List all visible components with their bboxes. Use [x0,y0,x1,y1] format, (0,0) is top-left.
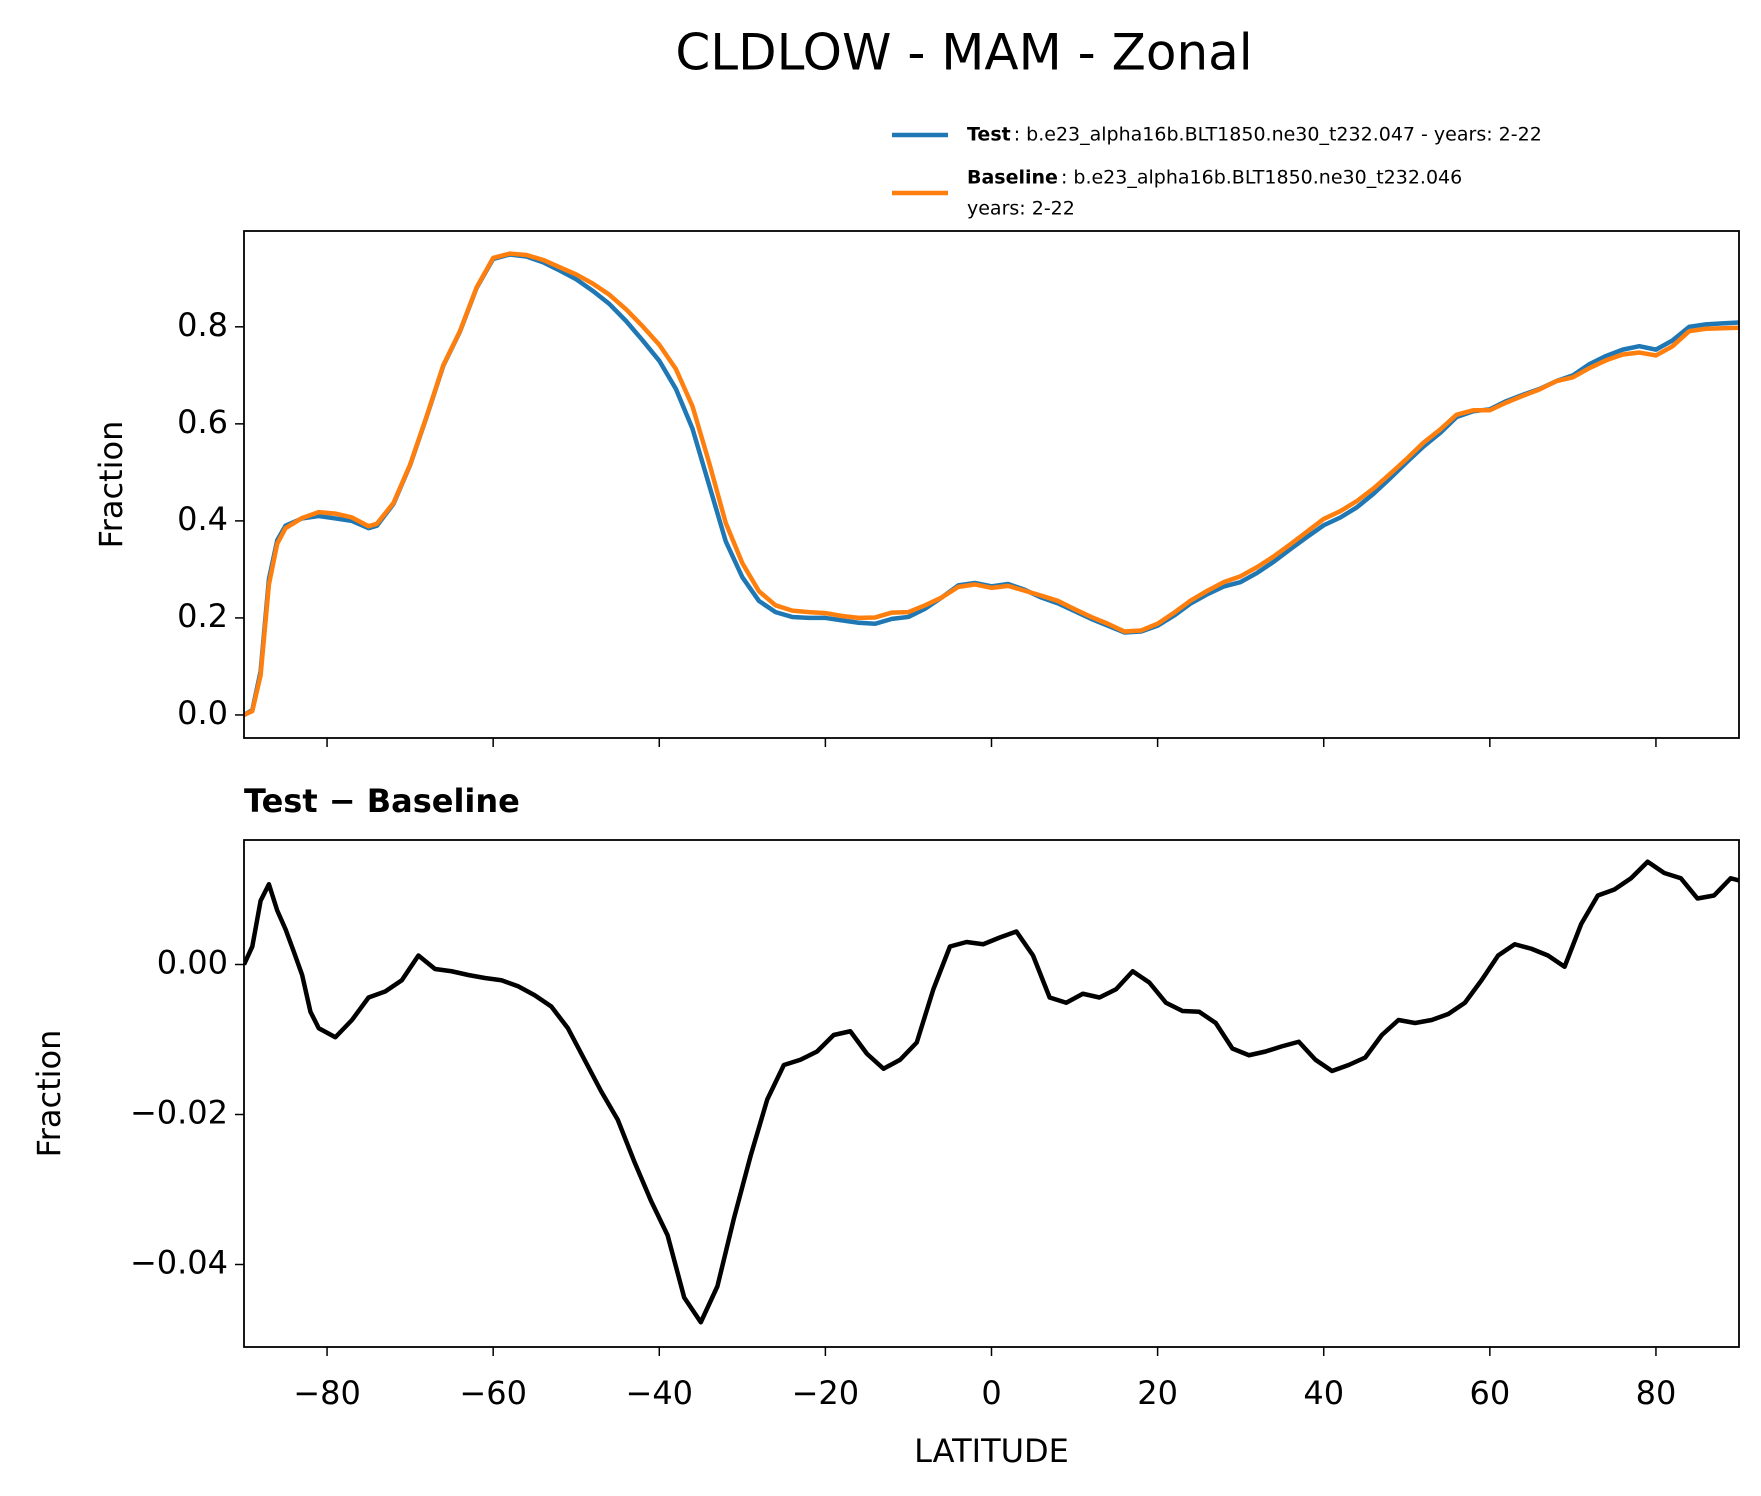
legend-detail: : b.e23_alpha16b.BLT1850.ne30_t232.047 -… [1014,124,1542,146]
x-tick-label: −20 [792,1374,860,1412]
y-tick-label: 0.00 [157,944,228,982]
figure-title: CLDLOW - MAM - Zonal [675,24,1252,82]
x-tick-label: −40 [626,1374,694,1412]
x-axis-label: LATITUDE [914,1432,1069,1470]
x-tick-label: 20 [1137,1374,1178,1412]
y-tick-label: 0.8 [177,306,228,344]
legend-detail: years: 2-22 [967,198,1075,220]
y-tick-label: 0.0 [177,694,228,732]
y-axis-label: Fraction [92,421,130,549]
series-line [244,251,1739,717]
series-line [244,859,1739,1325]
axes-title: Test − Baseline [244,782,520,820]
y-axis-label: Fraction [30,1030,68,1158]
x-tick-label: 60 [1469,1374,1510,1412]
axes-frame [243,230,1740,739]
y-tick-label: 0.2 [177,597,228,635]
y-tick-label: −0.04 [130,1244,228,1282]
y-tick-label: −0.02 [130,1094,228,1132]
legend-name: Baseline [967,167,1058,189]
legend-name: Test [967,124,1011,146]
legend-detail: : b.e23_alpha16b.BLT1850.ne30_t232.046 [1061,167,1462,189]
x-tick-label: 40 [1303,1374,1344,1412]
axes-frame [243,839,1740,1348]
y-tick-label: 0.4 [177,500,228,538]
y-tick-label: 0.6 [177,403,228,441]
x-tick-label: 80 [1636,1374,1677,1412]
x-tick-label: 0 [981,1374,1001,1412]
series-line [244,252,1739,717]
x-tick-label: −60 [459,1374,527,1412]
x-tick-label: −80 [293,1374,361,1412]
